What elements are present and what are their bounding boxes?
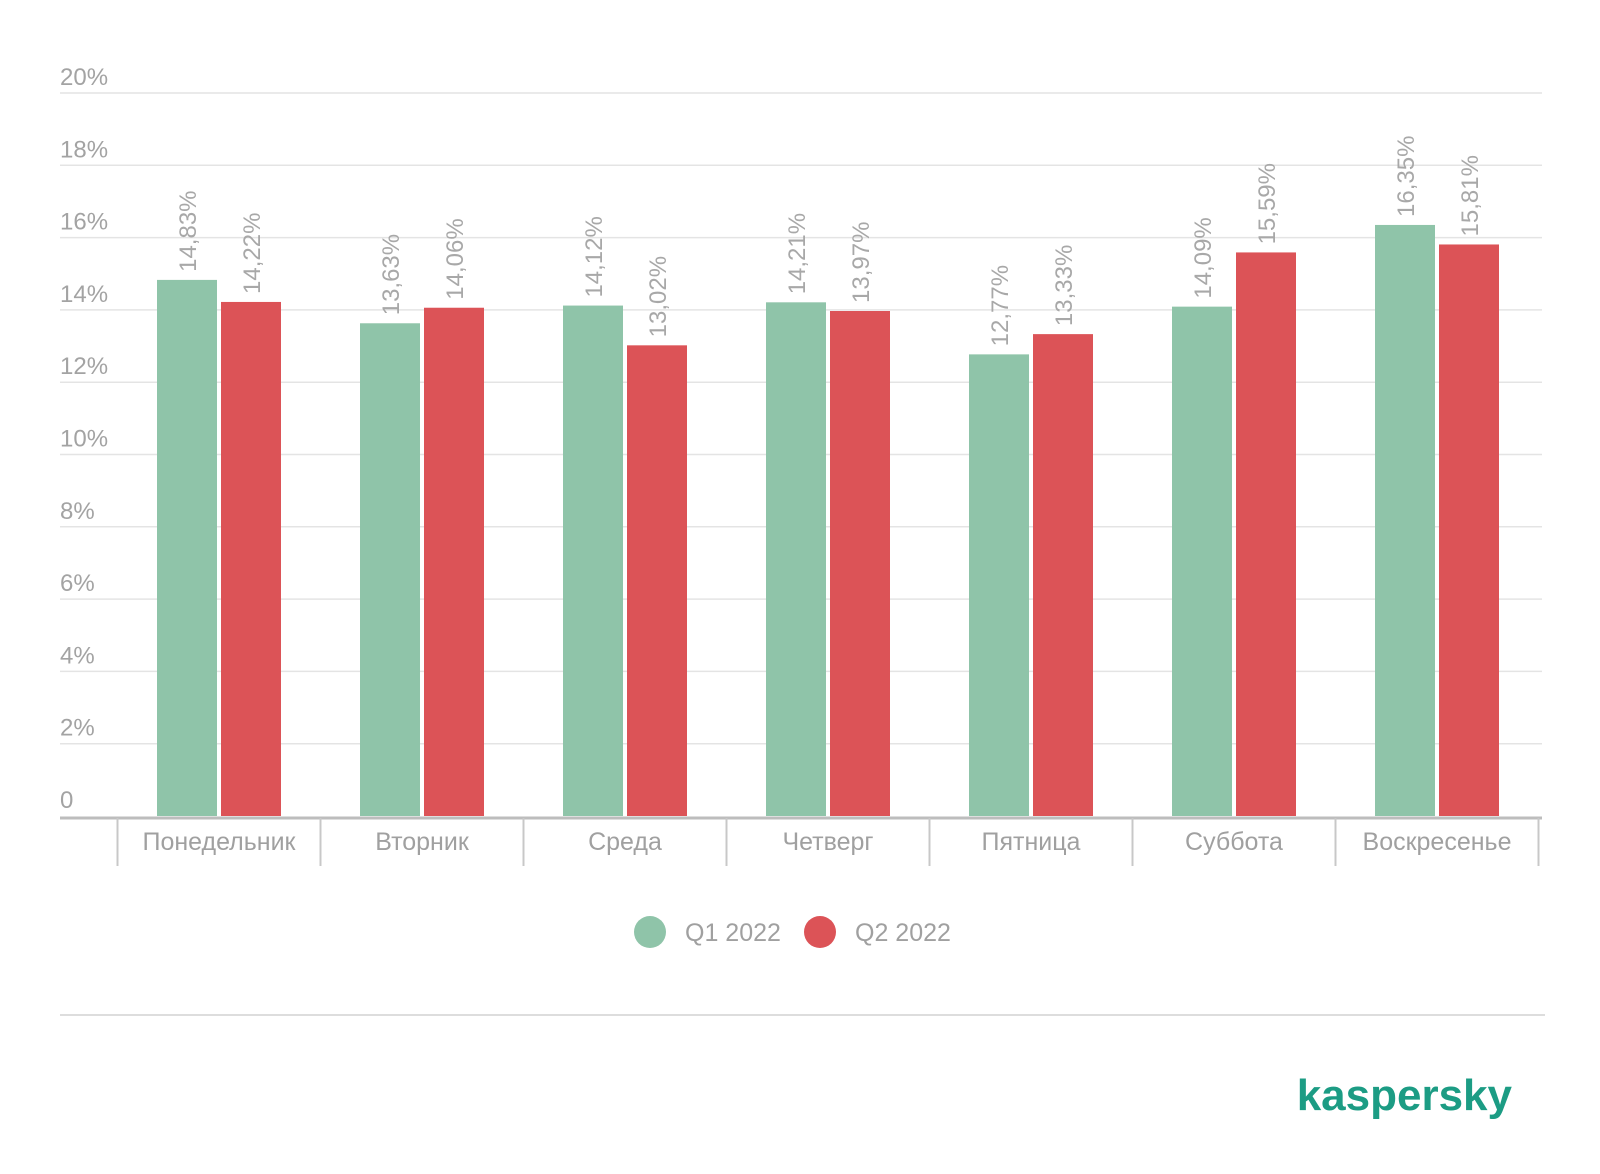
y-tick-label: 0 [60,787,73,814]
data-label: 15,59% [1254,163,1281,244]
bars [157,224,1499,817]
bar-q1 [969,354,1029,816]
x-tick-label: Пятница [982,828,1081,856]
data-label: 13,63% [378,234,405,315]
x-tick-label: Понедельник [142,828,296,856]
bar-q2 [1236,252,1296,816]
legend-label: Q1 2022 [685,919,781,947]
y-tick-label: 14% [60,281,108,308]
data-label: 14,22% [239,213,266,294]
legend-swatch-q1 [634,916,666,948]
bar-q1 [157,279,217,816]
bar-q1 [360,323,420,816]
bar-q2 [424,307,484,816]
bar-q2 [1033,334,1093,816]
x-tick-label: Воскресенье [1363,828,1512,856]
bar-q2 [1439,244,1499,816]
data-label: 16,35% [1393,136,1420,217]
bar-q1 [1172,306,1232,816]
data-label: 13,33% [1051,245,1078,326]
bar-q2 [221,301,281,816]
bar-q1 [766,302,826,817]
data-label: 13,02% [645,256,672,337]
data-label: 14,12% [581,216,608,297]
bar-q1 [1375,224,1435,816]
x-tick-label: Четверг [782,828,873,856]
bar-q2 [627,345,687,816]
x-tick-label: Вторник [375,828,470,856]
y-tick-label: 8% [60,498,95,525]
y-tick-label: 10% [60,426,108,453]
y-tick-label: 20% [60,64,108,91]
legend: Q1 2022 Q2 2022 [634,916,951,948]
legend-swatch-q2 [804,916,836,948]
y-tick-label: 2% [60,715,95,742]
bar-q1 [563,305,623,816]
x-tick-label: Суббота [1185,828,1283,856]
data-label: 14,21% [784,213,811,294]
data-label: 13,97% [848,222,875,303]
x-axis: Понедельник Вторник Среда Четверг Пятница Суб… [60,816,1542,866]
y-tick-label: 12% [60,353,108,380]
data-label: 14,06% [442,218,469,299]
data-label: 14,09% [1190,217,1217,298]
legend-label: Q2 2022 [855,919,951,947]
y-tick-label: 6% [60,570,95,597]
y-tick-label: 18% [60,136,108,163]
value-labels: 14,83% 13,63% 14,12% 14,21% 12,77% 14,09% 16,3… [175,136,1484,347]
y-axis-ticks: 0 2% 4% 6% 8% 10% 12% 14% 16% 18% 20% [60,64,108,814]
y-tick-label: 16% [60,209,108,236]
data-label: 12,77% [987,265,1014,346]
y-tick-label: 4% [60,642,95,669]
bar-q2 [830,310,890,816]
data-label: 15,81% [1457,155,1484,236]
kaspersky-logo: kaspersky [1297,1071,1513,1120]
data-label: 14,83% [175,190,202,271]
x-tick-label: Среда [588,828,662,856]
